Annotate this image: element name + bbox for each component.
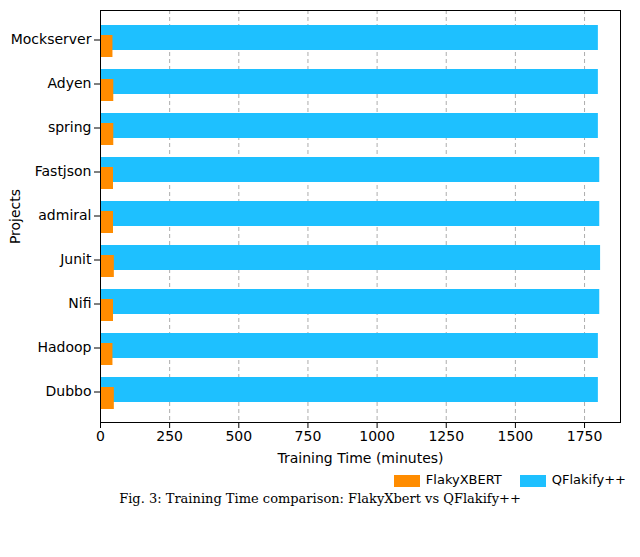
svg-text:Fastjson: Fastjson — [35, 163, 92, 179]
svg-text:250: 250 — [156, 428, 183, 444]
html-text:QFlakify++: QFlakify++ — [551, 472, 626, 487]
svg-text:Projects: Projects — [7, 189, 23, 244]
svg-text:Hadoop: Hadoop — [37, 339, 91, 355]
svg-text:Mockserver: Mockserver — [11, 31, 92, 47]
svg-text:Training Time (minutes): Training Time (minutes) — [277, 450, 444, 466]
svg-text:1500: 1500 — [498, 428, 534, 444]
svg-text:Dubbo: Dubbo — [46, 383, 92, 399]
svg-text:admiral: admiral — [38, 207, 91, 223]
svg-text:0: 0 — [96, 428, 105, 444]
svg-text:Adyen: Adyen — [48, 75, 92, 91]
svg-text:Junit: Junit — [59, 251, 92, 267]
html-text:Fig. 3: Training Time comparis: Fig. 3: Training Time comparison: FlakyX… — [119, 491, 521, 506]
svg-text:Nifi: Nifi — [68, 295, 91, 311]
svg-text:750: 750 — [295, 428, 322, 444]
svg-text:500: 500 — [225, 428, 252, 444]
svg-text:1250: 1250 — [428, 428, 464, 444]
html-text:FlakyXBERT: FlakyXBERT — [425, 472, 502, 487]
svg-text:spring: spring — [48, 119, 92, 135]
svg-text:1000: 1000 — [359, 428, 395, 444]
svg-text:1750: 1750 — [567, 428, 603, 444]
